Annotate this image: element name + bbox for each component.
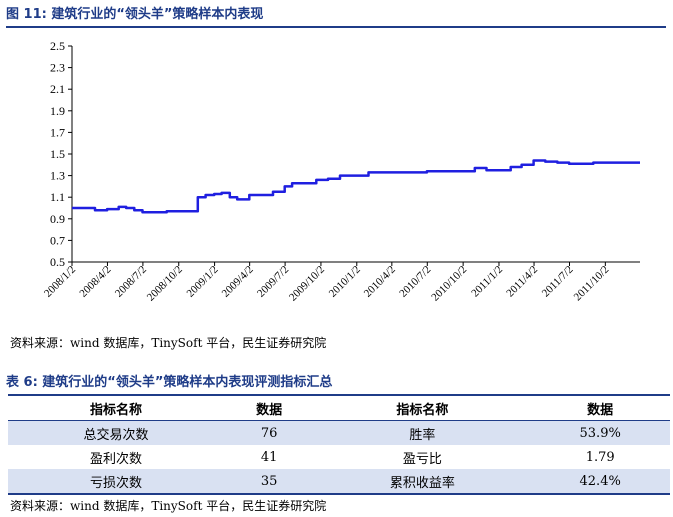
x-tick-label: 2009/1/2 [185,264,221,300]
table-cell: 盈利次数 [90,451,143,467]
table-cell: 76 [224,420,315,445]
x-tick-label: 2009/7/2 [255,264,291,300]
x-tick-label: 2008/1/2 [42,264,78,300]
series-line [72,159,640,214]
x-tick-label: 2011/7/2 [540,264,576,300]
header-metric-name-2: 指标名称 [314,394,531,421]
x-tick-label: 2010/10/2 [429,264,469,304]
x-tick-label: 2009/4/2 [220,264,256,300]
y-tick-label: 0.7 [50,233,65,247]
x-tick-label: 2010/4/2 [362,264,398,300]
y-tick-label: 1.3 [50,169,65,183]
y-tick-label: 0.9 [50,212,65,226]
table-row: 总交易次数 76 胜率 53.9% [8,420,670,445]
line-chart: 0.5 0.7 0.9 1.1 1.3 1.5 1.7 1.9 2.1 2.3 2.5 2008/1/… [42,39,640,304]
table-cell: 亏损次数 [8,469,225,495]
x-tick-label: 2011/10/2 [572,264,612,304]
table-cell: 53.9% [530,420,670,445]
header-value-1: 数据 [224,394,315,421]
table-cell: 总交易次数 [8,420,225,445]
y-tick-label: 2.3 [50,61,65,75]
figure-title: 图 11: 建筑行业的“领头羊”策略样本内表现 [6,7,264,22]
table-title: 表 6: 建筑行业的“领头羊”策略样本内表现评测指标汇总 [6,375,333,390]
x-tick-label: 2010/1/2 [327,264,363,300]
y-tick-label: 2.5 [50,39,65,53]
x-tick-label: 2010/7/2 [397,264,433,300]
x-tick-label: 2008/4/2 [77,264,113,300]
header-metric-name-1: 指标名称 [8,394,225,421]
y-tick-label: 0.5 [50,255,65,269]
x-tick-label: 2008/10/2 [145,264,185,304]
y-tick-label: 1.1 [50,190,65,204]
x-tick-label: 2011/4/2 [504,264,540,300]
table-cell: 1.79 [585,449,615,465]
figure-source: 资料来源：wind 数据库，TinySoft 平台，民生证券研究院 [10,336,327,350]
table-source: 资料来源：wind 数据库，TinySoft 平台，民生证券研究院 [10,499,327,513]
table-header-row: 指标名称 数据 指标名称 数据 [8,394,670,421]
table-cell: 盈亏比 [402,451,442,467]
table-cell: 42.4% [530,469,670,495]
y-tick-label: 2.1 [50,82,65,96]
table-cell: 35 [224,469,315,495]
x-tick-label: 2009/10/2 [287,264,327,304]
table-row: 盈利次数 41 盈亏比 1.79 [8,445,670,469]
y-tick-label: 1.5 [50,147,65,161]
table-row: 亏损次数 35 累积收益率 42.4% [8,469,670,495]
metrics-table: 指标名称 数据 指标名称 数据 总交易次数 76 胜率 53.9% 盈利次数 4… [8,394,670,495]
y-tick-label: 1.7 [50,125,65,139]
figure-title-rule [6,26,666,28]
table-cell: 41 [260,449,278,465]
header-value-2: 数据 [530,394,670,421]
table-cell: 累积收益率 [314,469,531,495]
x-tick-label: 2011/1/2 [469,264,505,300]
x-tick-label: 2008/7/2 [113,264,149,300]
y-tick-label: 1.9 [50,104,65,118]
table-cell: 胜率 [314,420,531,445]
